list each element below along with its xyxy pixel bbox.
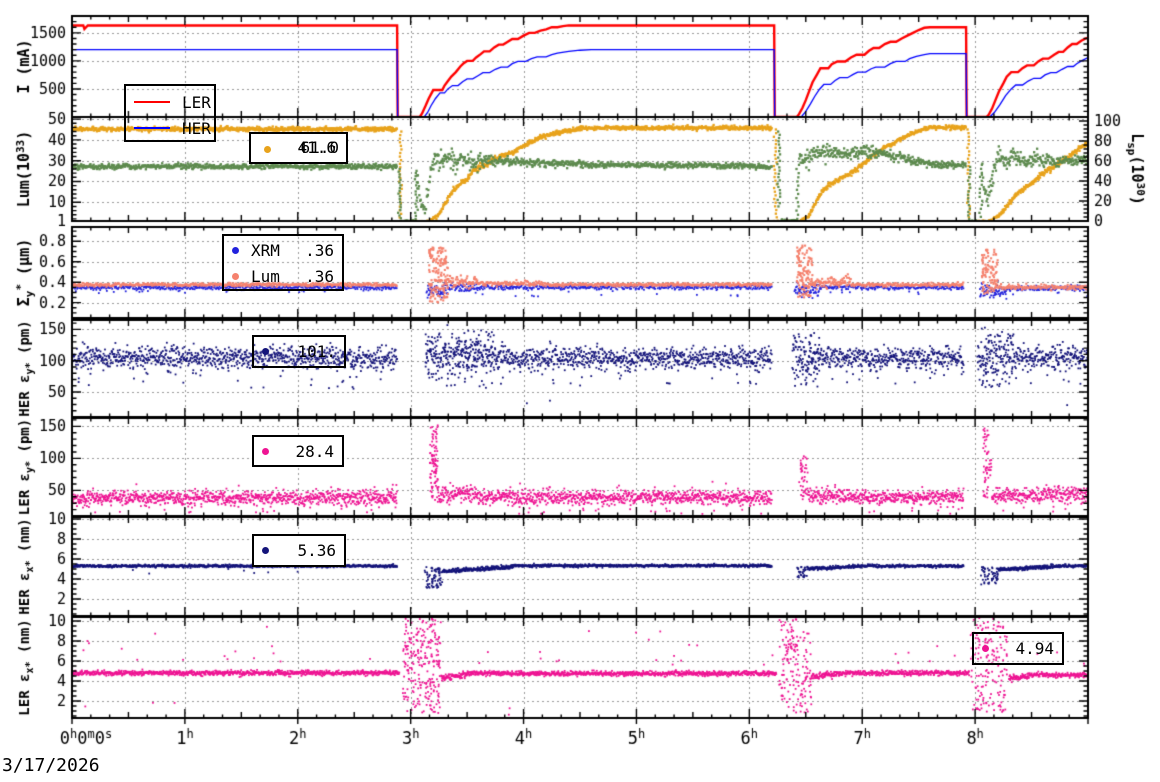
ler-ey-value: 28.4 [295,441,334,461]
ler-line-sample [134,101,170,103]
legend-ler-ey: 28.4 [252,435,344,467]
lum-marker-dot-icon [264,146,271,153]
her-ex-value: 5.36 [297,540,336,560]
legend-row-lum-sigma: Lum .36 [224,263,342,289]
ler-ey-marker-dot-icon [262,447,269,455]
legend-row-ler: LER [126,89,214,115]
legend-ler-ex: 4.94 [972,632,1064,665]
legend-row-her-ex: 5.36 [254,536,344,564]
legend-her-ex: 5.36 [252,534,346,567]
her-label: HER [182,118,211,138]
ler-label: LER [182,92,211,112]
xrm-marker-dot-icon [232,246,239,254]
legend-row-ler-ey: 28.4 [254,437,342,465]
lum-value-1: 61.0 [300,138,339,157]
xrm-label: XRM [251,240,280,260]
her-line-sample [134,127,170,129]
date-label: 3/17/2026 [2,755,100,776]
legend-row-ler-ex: 4.94 [974,634,1062,662]
lum-value-2: 41.6 [297,138,336,157]
lum-sigma-label: Lum [251,266,280,286]
legend-luminosity: 61.0 41.6 [249,132,348,164]
legend-beam-current: LER HER [124,84,216,142]
her-ey-value: 101. [297,341,336,361]
lum-sigma-value: .36 [305,266,334,286]
ler-ex-value: 4.94 [1015,638,1054,658]
legend-her-ey: 101. [252,335,346,368]
her-ey-marker-dot-icon [262,347,269,355]
legend-row-xrm: XRM .36 [224,237,342,263]
legend-sigma-y: XRM .36 Lum .36 [222,234,344,291]
legend-row-her-ey: 101. [254,337,344,365]
ler-ex-marker-dot-icon [982,644,989,652]
her-ex-marker-dot-icon [262,546,269,554]
xrm-value: .36 [305,240,334,260]
legend-row-her: HER [126,115,214,141]
lum-sigma-marker-dot-icon [232,272,239,280]
